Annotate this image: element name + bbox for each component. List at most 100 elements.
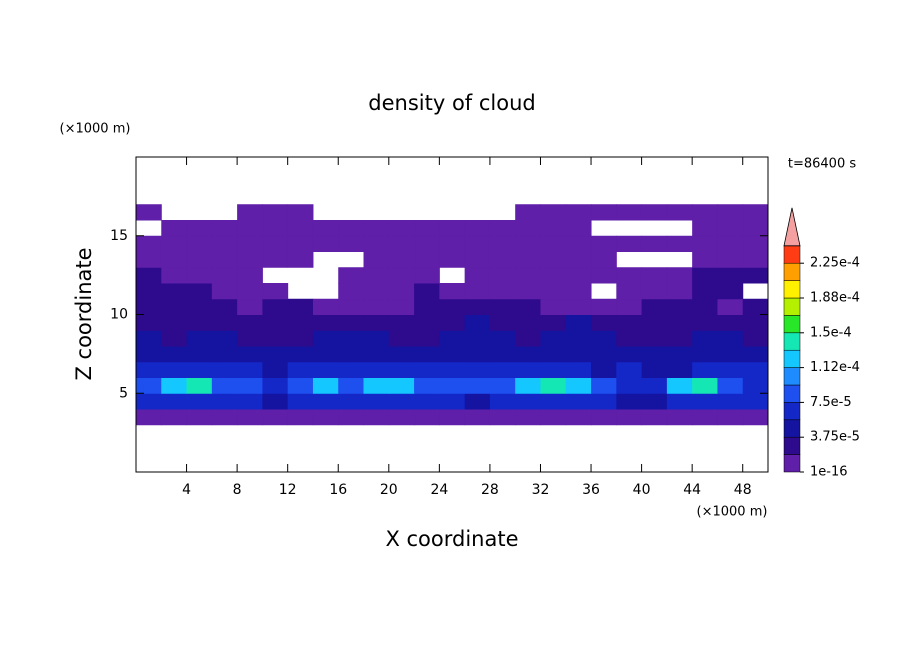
contour-cell [641, 393, 668, 410]
contour-cell [338, 393, 365, 410]
contour-cell [565, 377, 592, 394]
contour-cell [540, 267, 567, 284]
contour-cell [540, 409, 567, 426]
contour-cell [287, 377, 314, 394]
contour-cell [464, 314, 491, 331]
contour-cell [489, 298, 516, 315]
contour-cell [439, 235, 466, 252]
contour-cell [692, 377, 718, 394]
contour-cell [338, 346, 365, 363]
contour-cell [515, 409, 541, 426]
contour-cell [211, 251, 238, 268]
contour-cell [641, 298, 668, 315]
contour-cell [388, 267, 415, 284]
contour-cell [161, 393, 188, 410]
contour-cell [186, 314, 213, 331]
contour-cell [414, 393, 440, 410]
contour-cell [287, 361, 314, 378]
contour-cell [591, 346, 617, 363]
contour-cell [186, 330, 213, 347]
contour-cell [717, 235, 744, 252]
contour-cell [338, 330, 365, 347]
contour-cell [489, 251, 516, 268]
contour-cell [439, 283, 466, 300]
contour-cell [186, 377, 213, 394]
contour-cell [565, 298, 592, 315]
contour-cell [136, 409, 162, 426]
contour-cell [565, 235, 592, 252]
contour-cell [161, 361, 188, 378]
contour-cell [565, 393, 592, 410]
contour-cell [312, 235, 339, 252]
contour-cell [388, 220, 415, 237]
contour-cell [717, 330, 744, 347]
contour-cell [464, 298, 491, 315]
contour-cell [136, 361, 162, 378]
contour-cell [616, 204, 643, 221]
contour-cell [464, 346, 491, 363]
contour-cell [692, 220, 718, 237]
contour-cell [388, 409, 415, 426]
contour-cell [414, 298, 440, 315]
contour-cell [211, 220, 238, 237]
contour-cell [515, 393, 541, 410]
x-axis-label: X coordinate [385, 527, 518, 551]
contour-cell [388, 330, 415, 347]
contour-cell [692, 283, 718, 300]
contour-cell [742, 235, 769, 252]
contour-cell [666, 298, 693, 315]
contour-cell [186, 251, 213, 268]
contour-cell [136, 330, 162, 347]
contour-cell [136, 283, 162, 300]
contour-cell [717, 283, 744, 300]
contour-cell [414, 251, 440, 268]
x-tick-label: 12 [279, 482, 297, 498]
contour-cell [262, 283, 289, 300]
contour-cell [515, 346, 541, 363]
contour-cell [363, 235, 390, 252]
contour-cell [211, 361, 238, 378]
contour-cell [616, 298, 643, 315]
contour-cell [641, 409, 668, 426]
contour-cell [692, 393, 718, 410]
contour-cell [692, 251, 718, 268]
contour-cell [312, 220, 339, 237]
contour-cell [666, 346, 693, 363]
contour-cell [186, 283, 213, 300]
contour-cell [540, 204, 567, 221]
contour-cell [591, 314, 617, 331]
x-tick-label: 44 [683, 482, 701, 498]
contour-cell [717, 361, 744, 378]
contour-cell [312, 314, 339, 331]
contour-cell [717, 346, 744, 363]
contour-cell [161, 409, 188, 426]
colorbar-band [783, 367, 801, 386]
contour-cell [161, 298, 188, 315]
contour-cell [262, 314, 289, 331]
contour-cell [186, 235, 213, 252]
contour-cell [136, 346, 162, 363]
contour-cell [287, 220, 314, 237]
contour-cell [666, 314, 693, 331]
contour-cell [641, 314, 668, 331]
contour-cell [464, 267, 491, 284]
contour-cell [363, 283, 390, 300]
contour-cell [363, 377, 390, 394]
contour-cell [338, 267, 365, 284]
contour-cell [211, 330, 238, 347]
contour-cell [237, 235, 263, 252]
contour-cell [717, 393, 744, 410]
contour-cell [565, 330, 592, 347]
contour-cell [742, 361, 769, 378]
contour-cell [464, 235, 491, 252]
contour-cell [540, 298, 567, 315]
colorbar-band [783, 349, 801, 368]
contour-cell [515, 235, 541, 252]
contour-cell [211, 393, 238, 410]
contour-cell [666, 267, 693, 284]
contour-cell [161, 283, 188, 300]
contour-cell [717, 251, 744, 268]
contour-cell [186, 267, 213, 284]
contour-cell [489, 377, 516, 394]
